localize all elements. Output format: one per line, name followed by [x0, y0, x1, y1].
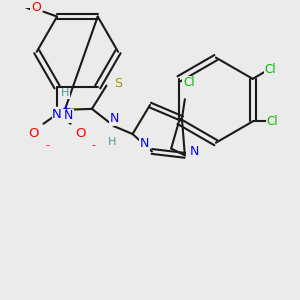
Text: N: N	[52, 108, 62, 121]
Text: Cl: Cl	[266, 115, 278, 128]
Text: H: H	[108, 137, 116, 147]
Text: N: N	[140, 137, 149, 150]
Text: O: O	[75, 127, 86, 140]
Text: N: N	[110, 112, 119, 125]
Text: Cl: Cl	[183, 76, 194, 89]
Text: +: +	[62, 104, 71, 114]
Text: N: N	[64, 109, 74, 122]
Text: S: S	[114, 77, 122, 90]
Text: -: -	[45, 140, 50, 150]
Text: O: O	[28, 127, 39, 140]
Text: -: -	[92, 140, 96, 150]
Text: O: O	[31, 1, 41, 14]
Text: Cl: Cl	[264, 63, 276, 76]
Text: N: N	[190, 145, 199, 158]
Text: H: H	[61, 88, 69, 98]
